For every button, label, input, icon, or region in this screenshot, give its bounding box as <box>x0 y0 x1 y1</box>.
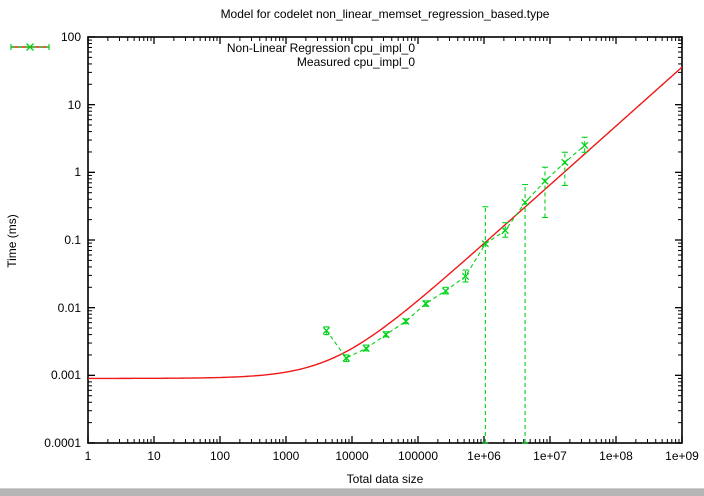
measured-x-marker <box>422 299 430 308</box>
measured-x-marker <box>501 226 509 235</box>
measured-x-marker <box>322 326 331 335</box>
legend-label-regression: Non-Linear Regression cpu_impl_0 <box>226 40 415 55</box>
measured-x-marker <box>402 317 410 325</box>
measured-x-marker <box>481 240 490 248</box>
y-tick-label: 0.01 <box>57 300 81 315</box>
y-tick-label: 0.1 <box>64 233 81 247</box>
x-tick-label: 1e+06 <box>467 449 501 463</box>
measured-x-marker <box>581 141 589 150</box>
x-tick-label: 100000 <box>397 449 439 463</box>
chart-title: Model for codelet non_linear_memset_regr… <box>220 7 550 21</box>
measured-x-marker <box>461 272 470 281</box>
measured-x-marker <box>541 177 549 185</box>
legend-label-measured: Measured cpu_impl_0 <box>296 54 415 69</box>
measured-line <box>325 144 586 359</box>
x-tick-label: 10000 <box>335 449 369 463</box>
x-tick-label: 1000 <box>272 449 300 463</box>
x-tick-label: 1e+09 <box>665 449 699 463</box>
y-tick-label: 1 <box>74 165 81 180</box>
plot-border <box>87 36 683 444</box>
legend-row-measured: Measured cpu_impl_0 <box>10 43 415 69</box>
x-tick-label: 100 <box>209 449 231 463</box>
window-bottom-scrollbar <box>0 488 704 496</box>
measured-x-marker <box>342 354 350 362</box>
y-tick-label: 0.001 <box>50 368 81 383</box>
green-errorbar-sample-icon <box>10 43 50 51</box>
measured-x-marker <box>561 158 569 167</box>
x-tick-label: 1e+08 <box>599 449 633 463</box>
measured-x-marker <box>441 287 450 295</box>
measured-x-marker <box>362 344 370 353</box>
legend: Non-Linear Regression cpu_impl_0 Measure… <box>0 40 415 69</box>
x-tick-label: 1 <box>84 449 92 463</box>
y-tick-label: 10 <box>67 97 81 112</box>
x-tick-label: 1e+07 <box>533 449 567 463</box>
y-tick-label: 0.0001 <box>44 436 81 450</box>
regression-curve <box>88 66 683 380</box>
measured-x-marker <box>521 198 529 207</box>
x-axis-label: Total data size <box>346 472 424 486</box>
y-tick-label: 100 <box>60 30 81 44</box>
measured-x-marker <box>382 330 390 339</box>
x-tick-label: 10 <box>147 449 161 463</box>
